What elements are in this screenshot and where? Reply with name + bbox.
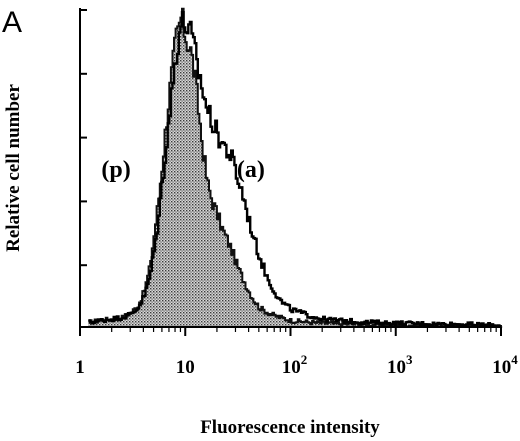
y-axis-label: Relative cell number [3,84,24,252]
x-tick-exponent-2: 2 [301,352,308,367]
plot-area [88,7,503,328]
x-tick-label-4: 104 [492,352,518,378]
axes [79,8,501,328]
x-tick-label-3: 103 [387,352,413,378]
x-tick-label-0: 1 [75,357,85,378]
x-tick-exponent-4: 4 [511,352,518,367]
annotation-1: (a) [237,157,265,183]
ticks: 1 10 102 103 104 [75,9,518,378]
series-p-fill [88,8,502,328]
x-tick-exponent-3: 3 [406,352,413,367]
series-a-line [88,11,503,328]
annotations: (p) (a) [101,157,264,183]
panel-label: A [2,6,22,39]
x-tick-label-2: 102 [282,352,308,378]
annotation-0: (p) [101,157,130,183]
x-axis-label: Fluorescence intensity [200,417,380,438]
x-tick-label-1: 10 [176,357,195,378]
